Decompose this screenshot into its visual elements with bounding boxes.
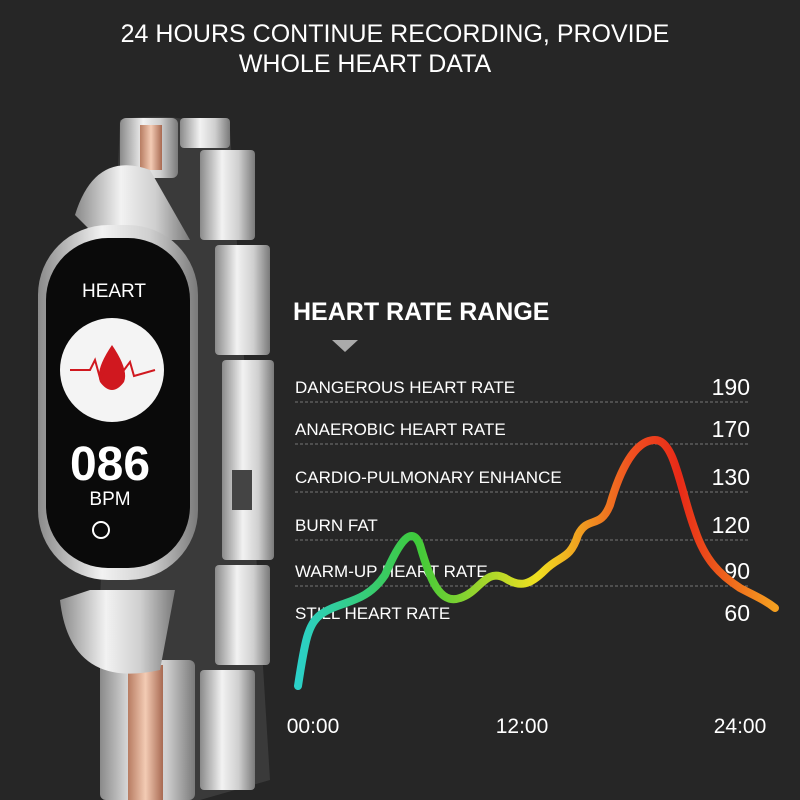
watch-reading: 086 <box>70 438 150 491</box>
watch-button <box>92 521 110 539</box>
watch: HEART 086 BPM <box>38 116 274 800</box>
zone-value: 130 <box>712 464 750 490</box>
header-line: 24 HOURS CONTINUE RECORDING, PROVIDE <box>121 20 670 48</box>
zone-value: 120 <box>712 512 750 538</box>
zone-label: CARDIO-PULMONARY ENHANCE <box>295 468 562 487</box>
time-label: 12:00 <box>496 715 549 738</box>
zone-value: 190 <box>712 374 750 400</box>
chart-title: HEART RATE RANGE <box>293 298 549 326</box>
zone-value: 170 <box>712 416 750 442</box>
zone-label: WARM-UP HEART RATE <box>295 562 488 581</box>
zone-label: DANGEROUS HEART RATE <box>295 378 515 397</box>
heart-curve <box>294 435 779 690</box>
zone-label: ANAEROBIC HEART RATE <box>295 420 506 439</box>
time-label: 24:00 <box>714 715 767 738</box>
time-label: 00:00 <box>287 715 340 738</box>
pointer <box>332 340 358 352</box>
header-line: WHOLE HEART DATA <box>239 50 492 78</box>
watch-mode: HEART <box>82 281 146 302</box>
pulse-line <box>70 357 156 381</box>
zone-value: 60 <box>724 600 750 626</box>
watch-unit: BPM <box>89 489 130 510</box>
band-links <box>60 118 274 800</box>
zones: DANGEROUS HEART RATE 190 ANAEROBIC HEART R… <box>295 374 750 626</box>
blood-drop <box>98 345 126 390</box>
time-axis: 00:00 12:00 24:00 <box>287 715 767 738</box>
zone-label: BURN FAT <box>295 516 378 535</box>
